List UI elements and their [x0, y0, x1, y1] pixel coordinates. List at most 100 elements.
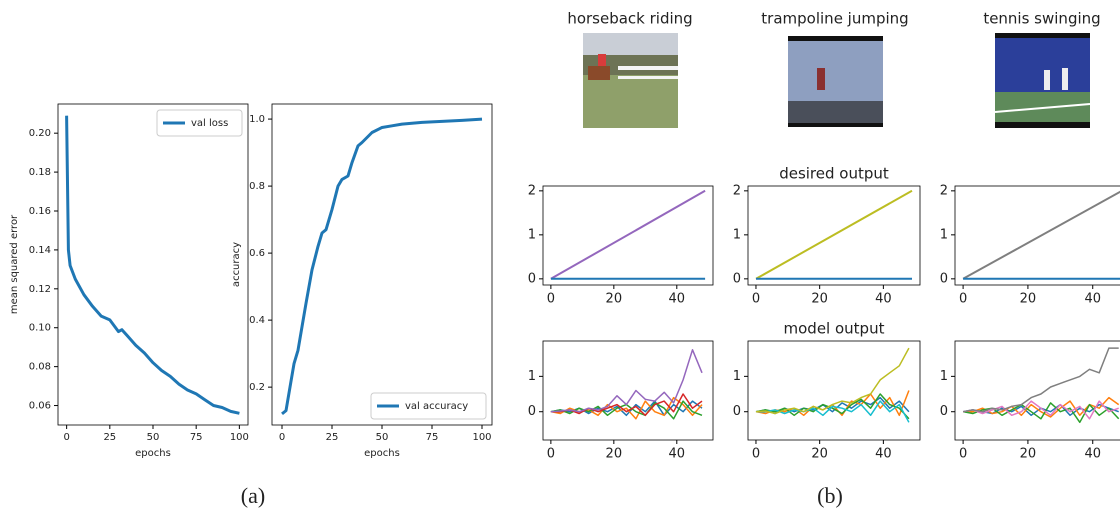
caption: (a)	[241, 483, 265, 508]
y-tick-label: 1	[940, 227, 948, 242]
plot-area	[755, 189, 913, 280]
chart: 0 25 50 75 100 0.2 0.4 0.6 0.8 1.0 epochs accuracy v…	[231, 103, 493, 459]
x-tick-label: 20	[811, 291, 828, 306]
series-line	[281, 117, 483, 416]
y-tick-label: 0	[940, 271, 948, 286]
y-tick-label: 1	[940, 369, 948, 384]
series-line	[550, 393, 703, 417]
y-tick-label: 0	[528, 271, 536, 286]
chart: 0 20 40 0 1	[528, 340, 714, 461]
chart: 0 20 40 0 1 2	[528, 183, 714, 306]
chart-title: model output	[784, 320, 885, 338]
axes-frame	[542, 185, 714, 286]
x-tick-label: 20	[606, 446, 623, 461]
image-label: horseback riding	[567, 10, 692, 28]
axes-frame	[954, 340, 1120, 441]
y-tick-label: 0.18	[29, 167, 51, 178]
axes-frame	[57, 103, 249, 426]
y-tick-label: 2	[528, 183, 536, 198]
y-tick-label: 0.14	[29, 245, 51, 256]
y-tick-label: 0	[528, 404, 536, 419]
series-line	[962, 400, 1119, 420]
y-tick-label: 2	[733, 183, 741, 198]
y-tick-label: 0	[733, 271, 741, 286]
chart-title: desired output	[779, 165, 889, 183]
y-tick-label: 1	[528, 227, 536, 242]
y-tick-label: 2	[940, 183, 948, 198]
y-axis-label: mean squared error	[9, 214, 20, 314]
series-line	[755, 347, 910, 415]
chart: 0 20 40 0 1 2 desired output	[733, 165, 921, 306]
legend-label: val loss	[191, 118, 228, 129]
y-tick-label: 1	[528, 369, 536, 384]
y-axis-label: accuracy	[231, 242, 242, 287]
image-horseback	[583, 33, 678, 128]
y-tick-label: 0	[733, 404, 741, 419]
y-tick-label: 1	[733, 369, 741, 384]
x-tick-label: 20	[1020, 446, 1037, 461]
x-tick-label: 20	[811, 446, 828, 461]
x-tick-label: 0	[63, 432, 69, 443]
plot-area	[550, 349, 703, 420]
legend-label: val accuracy	[405, 401, 468, 412]
chart: 0 25 50 75 100 0.06 0.08 0.10 0.12 0.14 0.16 0.18 0.…	[9, 103, 249, 459]
chart: 0 20 40 0 1	[940, 340, 1120, 461]
plot-area	[962, 190, 1120, 280]
y-tick-label: 0.4	[249, 315, 265, 326]
x-tick-label: 100	[472, 432, 491, 443]
x-tick-label: 40	[1084, 291, 1101, 306]
y-tick-label: 0.08	[29, 362, 51, 373]
y-tick-label: 0.10	[29, 323, 51, 334]
series-line	[65, 115, 240, 415]
chart: 0 20 40 0 1 model output	[733, 320, 921, 461]
image-label: trampoline jumping	[761, 10, 908, 28]
y-tick-label: 0.20	[29, 128, 51, 139]
plot-area	[962, 347, 1120, 424]
axes-frame	[747, 340, 921, 441]
x-tick-label: 25	[103, 432, 116, 443]
y-tick-label: 0.12	[29, 284, 51, 295]
chart: 0 20 40 0 1 2	[940, 183, 1120, 306]
x-tick-label: 40	[875, 446, 892, 461]
legend-box	[156, 109, 243, 137]
x-tick-label: 20	[1020, 291, 1037, 306]
x-tick-label: 20	[606, 291, 623, 306]
image-tennis	[994, 33, 1091, 128]
x-tick-label: 25	[326, 432, 339, 443]
y-tick-label: 1	[733, 227, 741, 242]
series-line	[962, 347, 1119, 413]
x-axis-label: epochs	[135, 448, 171, 459]
y-tick-label: 0.8	[249, 181, 265, 192]
y-tick-label: 0.06	[29, 401, 51, 412]
y-tick-label: 0.6	[249, 248, 265, 259]
x-tick-label: 0	[752, 291, 760, 306]
image-label: tennis swinging	[983, 10, 1100, 28]
axes-frame	[542, 340, 714, 441]
x-axis-label: epochs	[364, 448, 400, 459]
plot-area	[550, 189, 706, 280]
x-tick-label: 100	[230, 432, 249, 443]
caption: (b)	[817, 483, 843, 508]
x-tick-label: 40	[669, 291, 686, 306]
plot-area	[65, 115, 240, 415]
series-line	[550, 349, 703, 413]
y-tick-label: 0.16	[29, 206, 51, 217]
x-tick-label: 0	[547, 291, 555, 306]
series-line	[756, 400, 910, 423]
x-tick-label: 50	[147, 432, 160, 443]
series-line	[755, 393, 910, 420]
plot-area	[755, 347, 910, 423]
x-tick-label: 0	[279, 432, 285, 443]
y-tick-label: 1.0	[249, 114, 265, 125]
x-tick-label: 0	[959, 291, 967, 306]
series-line	[755, 189, 913, 280]
x-tick-label: 75	[190, 432, 203, 443]
x-tick-label: 40	[669, 446, 686, 461]
y-tick-label: 0.2	[249, 382, 265, 393]
x-tick-label: 0	[752, 446, 760, 461]
x-tick-label: 75	[426, 432, 439, 443]
axes-frame	[747, 185, 921, 286]
legend-box	[370, 392, 487, 420]
x-tick-label: 0	[547, 446, 555, 461]
